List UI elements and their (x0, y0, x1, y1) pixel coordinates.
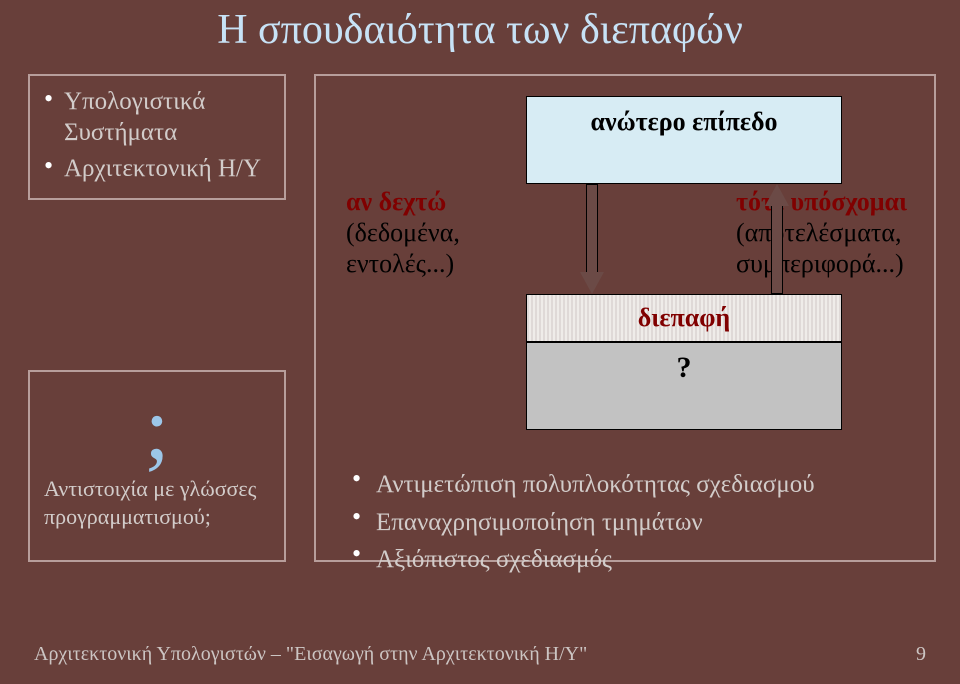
benefit-item: Αντιμετώπιση πολυπλοκότητας σχεδιασμού (352, 466, 912, 504)
left-panel-topics: Υπολογιστικά Συστήματα Αρχιτεκτονική Η/Υ (28, 74, 286, 200)
interface-box: διεπαφή (526, 294, 842, 342)
topic-item: Αρχιτεκτονική Η/Υ (44, 153, 270, 184)
if-accept-highlight: αν δεχτώ (346, 187, 446, 216)
benefit-item: Αξιόπιστος σχεδιασμός (352, 541, 912, 579)
then-promise-highlight: τότε υπόσχομαι (736, 187, 907, 216)
if-accept-text: αν δεχτώ (δεδομένα, εντολές...) (346, 186, 536, 280)
slide-title: Η σπουδαιότητα των διεπαφών (130, 6, 830, 54)
upper-level-box: ανώτερο επίπεδο (526, 96, 842, 184)
diagram-panel: ανώτερο επίπεδο αν δεχτώ (δεδομένα, εντο… (314, 74, 936, 562)
arrow-down-icon (581, 184, 603, 294)
left-panel-question: ; Αντιστοιχία με γλώσσες προγραμματισμού… (28, 370, 286, 562)
then-promise-rest: (αποτελέσματα, συμπεριφορά...) (736, 218, 904, 278)
page-number: 9 (916, 643, 926, 666)
arrow-up-icon (766, 184, 788, 294)
benefits-list: Αντιμετώπιση πολυπλοκότητας σχεδιασμού Ε… (352, 466, 912, 579)
question-subtext: Αντιστοιχία με γλώσσες προγραμματισμού; (44, 475, 270, 530)
question-mark: ; (44, 382, 270, 469)
footer-text: Αρχιτεκτονική Υπολογιστών – "Εισαγωγή στ… (34, 643, 587, 666)
if-accept-rest: (δεδομένα, εντολές...) (346, 218, 460, 278)
lower-level-box: ? (526, 342, 842, 430)
benefit-item: Επαναχρησιμοποίηση τμημάτων (352, 504, 912, 542)
topic-item: Υπολογιστικά Συστήματα (44, 86, 270, 149)
